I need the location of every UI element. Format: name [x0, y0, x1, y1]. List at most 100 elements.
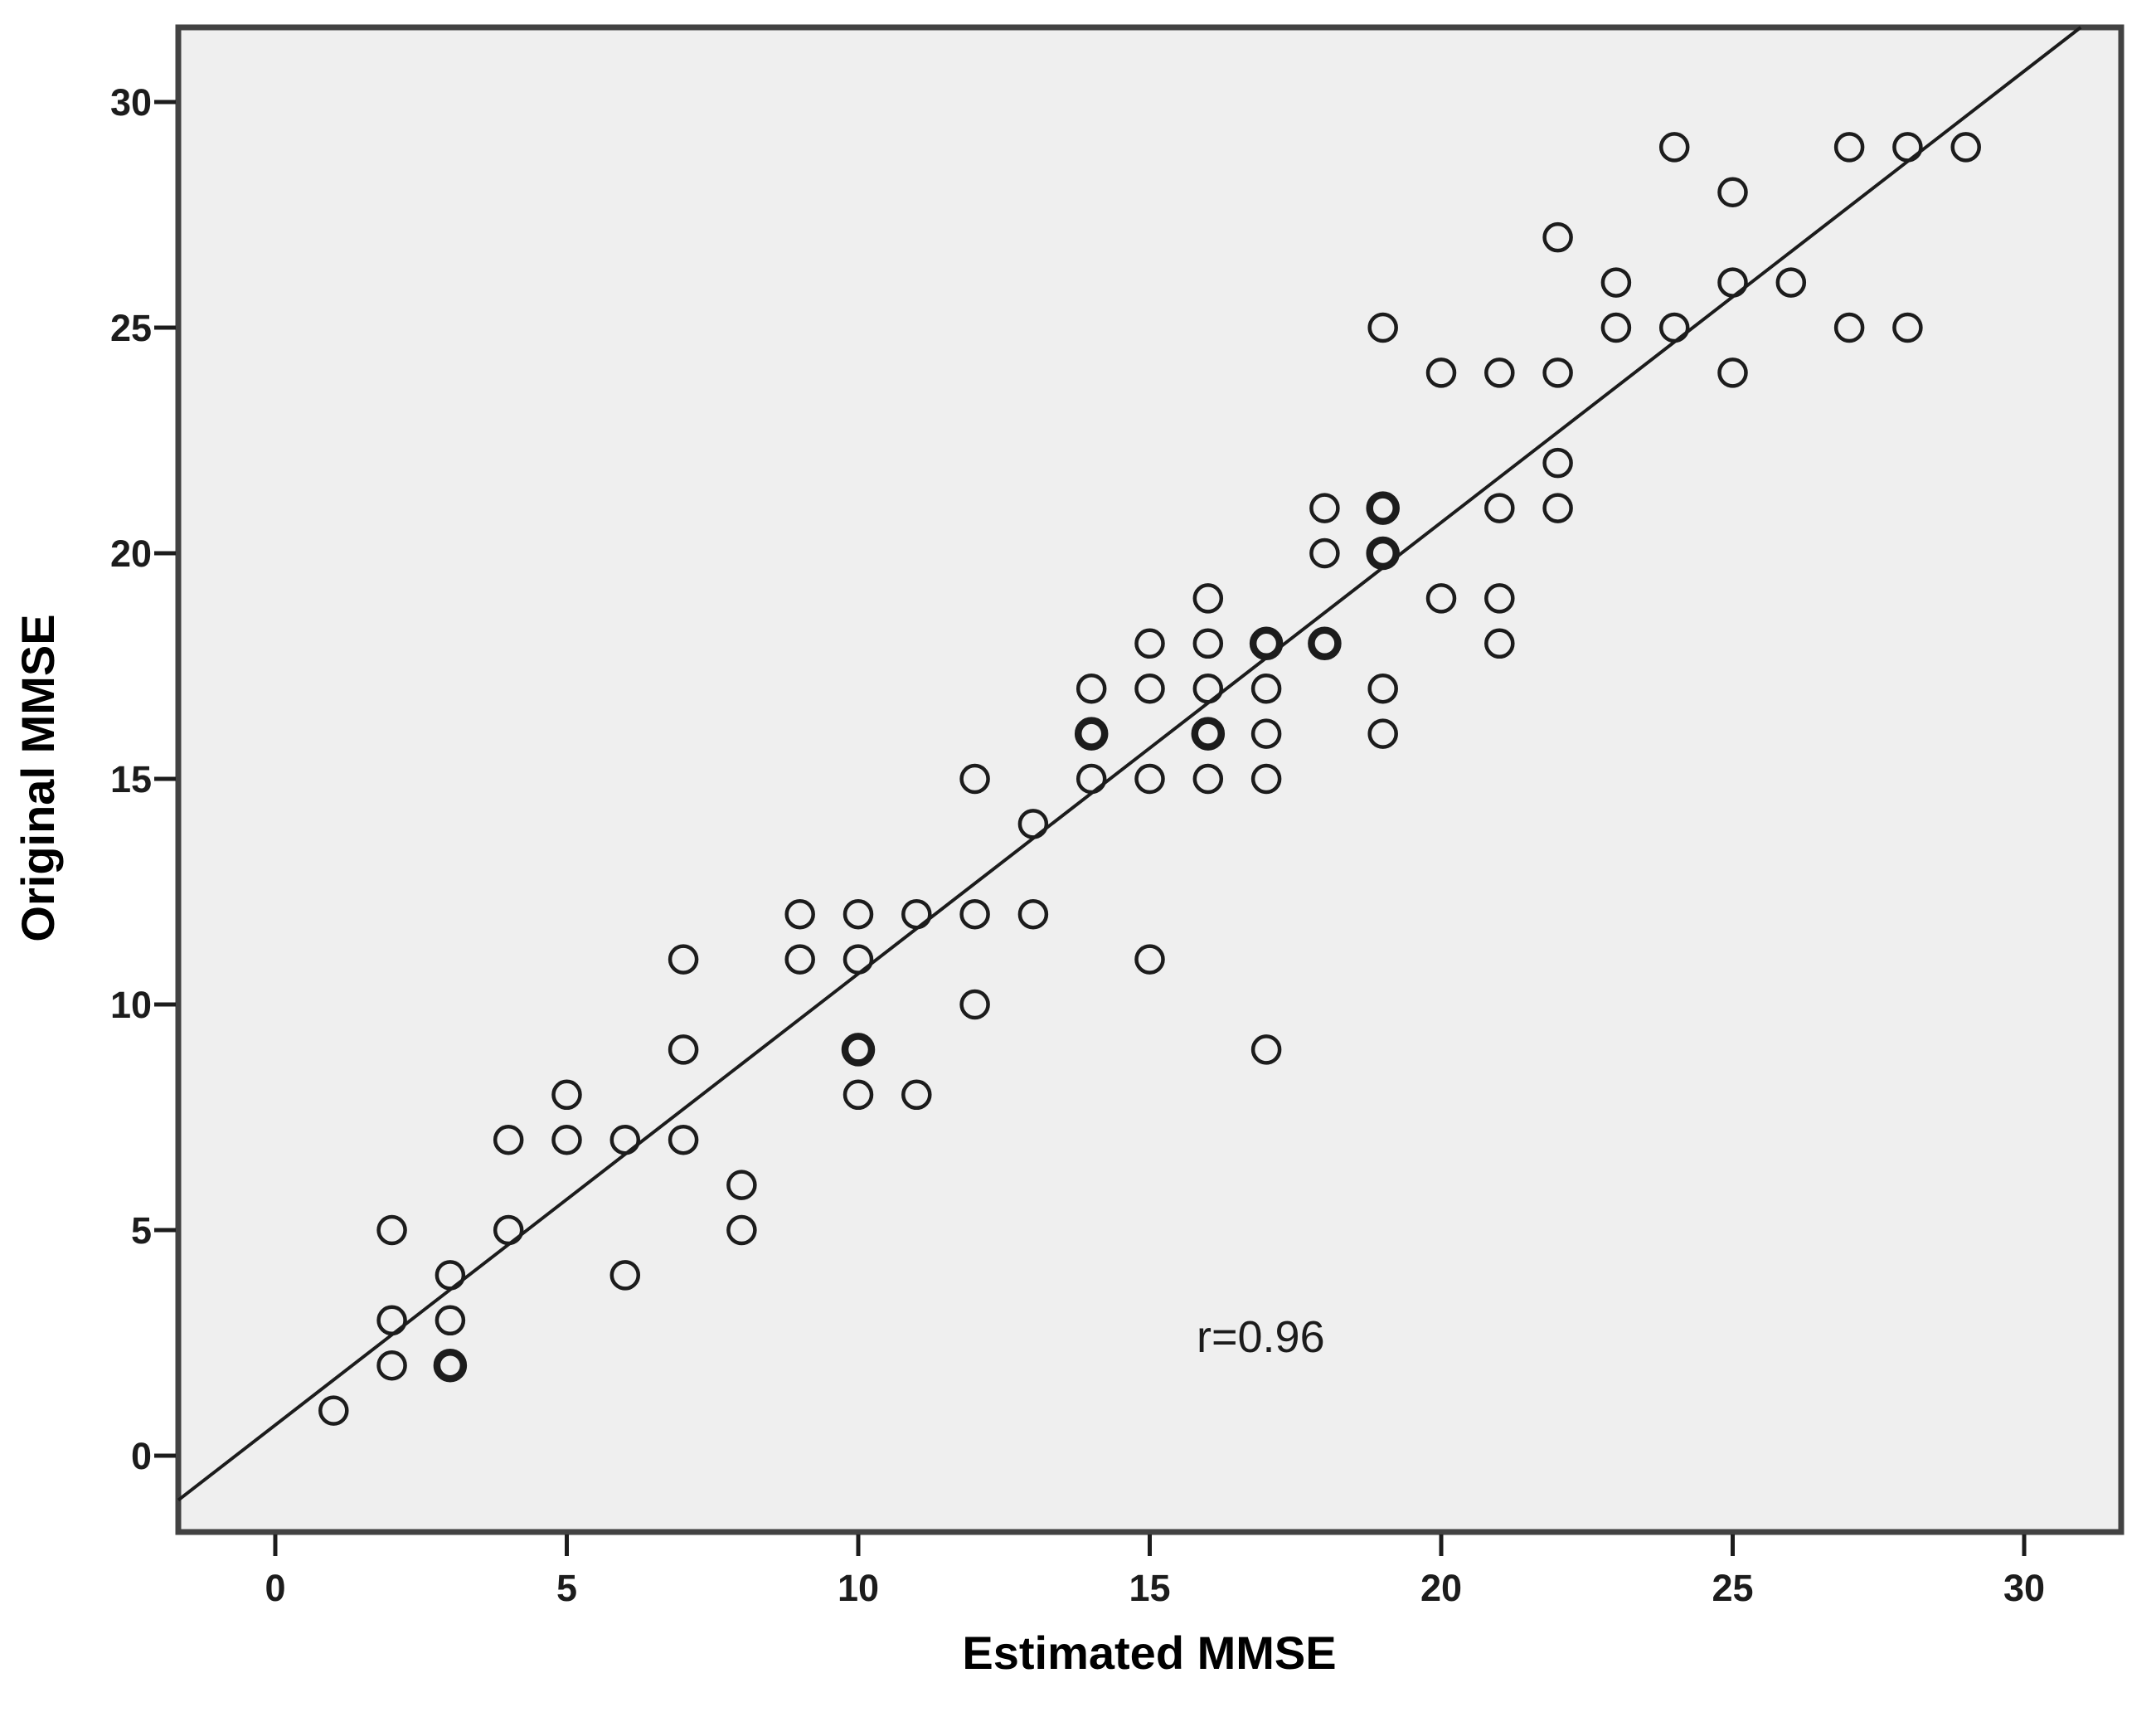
data-point: [1542, 493, 1573, 523]
data-point: [376, 1305, 407, 1336]
data-point: [1308, 626, 1342, 661]
data-points-layer: [318, 132, 1981, 1426]
data-point: [1484, 493, 1515, 523]
data-point: [1309, 537, 1340, 569]
data-point: [1309, 493, 1340, 523]
y-tick-label: 5: [131, 1209, 152, 1252]
data-point: [1658, 312, 1690, 343]
data-point: [1134, 628, 1165, 659]
data-point: [1600, 312, 1632, 343]
data-point: [1134, 763, 1165, 795]
data-point: [318, 1395, 349, 1426]
data-point: [901, 898, 932, 930]
data-point: [959, 763, 990, 795]
x-tick-label: 5: [556, 1567, 577, 1609]
data-point: [609, 1124, 641, 1155]
data-point: [1367, 312, 1398, 343]
data-point: [376, 1214, 407, 1246]
data-point: [842, 898, 874, 930]
data-point: [1134, 673, 1165, 704]
data-point: [1367, 673, 1398, 704]
data-point: [1542, 447, 1573, 479]
data-point: [1484, 628, 1515, 659]
data-point: [493, 1124, 524, 1155]
data-point: [1658, 132, 1690, 163]
data-point: [842, 1079, 874, 1111]
data-point: [1484, 583, 1515, 614]
data-point: [1249, 626, 1284, 661]
plot-background: [175, 24, 2124, 1535]
data-point: [1425, 357, 1457, 388]
data-point: [784, 944, 815, 975]
y-tick-label: 0: [131, 1435, 152, 1477]
data-point: [1950, 132, 1981, 163]
data-point: [959, 898, 990, 930]
x-tick-label: 20: [1420, 1567, 1462, 1609]
fit-line-layer: [177, 26, 2082, 1502]
data-point: [1192, 583, 1224, 614]
x-tick-label: 0: [265, 1567, 285, 1609]
data-point: [1250, 673, 1282, 704]
data-point: [1366, 491, 1400, 525]
data-point: [726, 1170, 757, 1200]
axis-ticks-layer: 0 5 10 15 20 25 30 0 5 10 15 20 25 30: [110, 81, 2045, 1609]
data-point: [842, 944, 874, 975]
data-point: [1366, 536, 1400, 571]
data-point: [493, 1214, 524, 1246]
data-point: [1017, 809, 1049, 839]
data-point: [1017, 898, 1049, 930]
data-point: [959, 989, 990, 1020]
y-tick-label: 10: [110, 984, 152, 1026]
data-point: [1717, 357, 1748, 388]
data-point: [784, 898, 815, 930]
data-point: [1717, 267, 1748, 298]
y-axis-title: Original MMSE: [12, 614, 64, 941]
data-point: [841, 1033, 876, 1067]
x-tick-label: 15: [1129, 1567, 1170, 1609]
data-point: [668, 1034, 699, 1065]
y-tick-label: 15: [110, 758, 152, 800]
data-point: [1484, 357, 1515, 388]
data-point: [1076, 673, 1107, 704]
data-point: [1833, 132, 1865, 163]
data-point: [609, 1260, 641, 1291]
data-point: [433, 1348, 468, 1383]
y-tick-label: 20: [110, 533, 152, 575]
data-point: [1367, 718, 1398, 749]
data-point: [435, 1305, 466, 1336]
data-point: [1892, 312, 1923, 343]
y-tick-label: 25: [110, 307, 152, 349]
data-point: [551, 1079, 582, 1111]
data-point: [1192, 628, 1224, 659]
data-point: [1250, 718, 1282, 749]
data-point: [1833, 312, 1865, 343]
data-point: [1192, 763, 1224, 795]
fit-line: [177, 26, 2082, 1502]
data-point: [1775, 267, 1807, 298]
data-point: [1892, 132, 1923, 163]
data-point: [376, 1350, 407, 1381]
data-point: [551, 1124, 582, 1155]
y-tick-label: 30: [110, 81, 152, 124]
plot-area-layer: [175, 24, 2124, 1535]
data-point: [668, 1124, 699, 1155]
data-point: [1250, 763, 1282, 795]
data-point: [1717, 177, 1748, 208]
data-point: [1074, 717, 1109, 751]
data-point: [435, 1260, 466, 1291]
data-point: [1076, 763, 1107, 795]
data-point: [1192, 673, 1224, 704]
data-point: [1542, 357, 1573, 388]
data-point: [1134, 944, 1165, 975]
correlation-annotation: r=0.96: [1197, 1312, 1325, 1362]
data-point: [1542, 221, 1573, 253]
data-point: [1250, 1034, 1282, 1065]
data-point: [1191, 717, 1226, 751]
x-tick-label: 30: [2003, 1567, 2045, 1609]
data-point: [668, 944, 699, 975]
data-point: [1600, 267, 1632, 298]
data-point: [1425, 583, 1457, 614]
x-tick-label: 10: [838, 1567, 879, 1609]
